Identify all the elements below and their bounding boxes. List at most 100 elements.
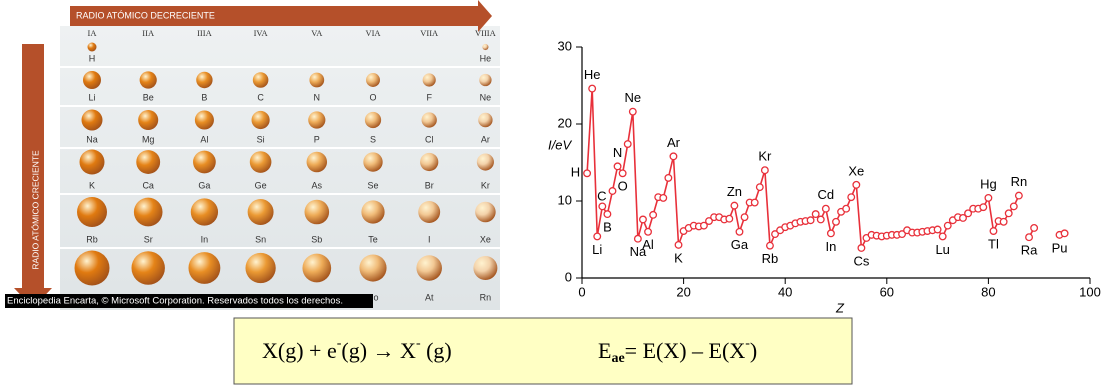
- point-annotation: He: [584, 67, 601, 82]
- atom-sphere: [193, 151, 216, 174]
- data-point: [731, 202, 738, 209]
- data-point: [1026, 234, 1033, 241]
- data-point: [665, 175, 672, 182]
- element-symbol: H: [89, 53, 96, 63]
- element-symbol: Rb: [86, 234, 98, 244]
- data-point: [640, 216, 647, 223]
- data-point: [619, 170, 626, 177]
- atom-sphere: [473, 256, 497, 280]
- element-symbol: At: [425, 292, 434, 302]
- data-point: [660, 195, 667, 202]
- element-symbol: F: [426, 92, 432, 102]
- credit: Enciclopedia Encarta, © Microsoft Corpor…: [7, 296, 343, 307]
- atom-sphere: [196, 72, 212, 88]
- data-point: [584, 170, 591, 177]
- data-point: [1061, 230, 1068, 237]
- point-annotation: In: [825, 239, 836, 254]
- atom-sphere: [416, 255, 442, 281]
- atom-sphere: [422, 112, 437, 127]
- element-symbol: C: [257, 92, 264, 102]
- point-annotation: Al: [642, 237, 654, 252]
- point-annotation: H: [571, 165, 580, 180]
- atom-sphere: [479, 74, 491, 86]
- data-point: [985, 195, 992, 202]
- atom-sphere: [252, 111, 270, 129]
- element-symbol: P: [314, 134, 320, 144]
- group-label: VIIIA: [475, 28, 497, 38]
- element-symbol: In: [201, 234, 209, 244]
- point-annotation: Hg: [980, 176, 997, 191]
- element-symbol: Sn: [255, 234, 266, 244]
- element-symbol: K: [89, 180, 95, 190]
- data-point: [670, 153, 677, 160]
- data-point: [848, 194, 855, 201]
- element-symbol: I: [428, 234, 431, 244]
- equation-reaction: X(g) + e-​(g) → X-​ (g): [262, 336, 452, 363]
- atom-sphere: [188, 252, 220, 284]
- point-annotation: O: [618, 179, 628, 194]
- data-point: [990, 228, 997, 235]
- data-point: [817, 216, 824, 223]
- atom-sphere: [195, 110, 214, 129]
- data-point: [1031, 225, 1038, 232]
- atom-sphere: [83, 71, 101, 89]
- data-point: [833, 218, 840, 225]
- x-tick-label: 20: [676, 284, 690, 299]
- equation-part: ): [750, 338, 757, 363]
- y-axis-label: I/eV: [548, 137, 572, 152]
- element-symbol: Mg: [142, 134, 155, 144]
- element-symbol: Cl: [425, 134, 434, 144]
- data-point: [635, 235, 642, 242]
- point-annotation: Ga: [731, 237, 749, 252]
- data-point: [843, 205, 850, 212]
- point-annotation: Li: [592, 242, 602, 257]
- element-symbol: Xe: [480, 234, 491, 244]
- point-annotation: Zn: [727, 184, 742, 199]
- data-point: [594, 233, 601, 240]
- atom-sphere: [365, 112, 381, 128]
- atom-sphere: [423, 73, 436, 86]
- data-point: [589, 85, 596, 92]
- element-symbol: Br: [425, 180, 434, 190]
- atom-sphere: [418, 201, 440, 223]
- point-annotation: Kr: [758, 149, 772, 164]
- atom-sphere: [420, 153, 438, 171]
- data-point: [939, 233, 946, 240]
- element-symbol: N: [314, 92, 321, 102]
- element-symbol: Sb: [311, 234, 322, 244]
- data-point: [757, 184, 764, 191]
- y-tick-label: 0: [565, 269, 572, 284]
- atom-sphere: [361, 200, 384, 223]
- point-annotation: Ne: [624, 90, 641, 105]
- element-symbol: S: [370, 134, 376, 144]
- data-point: [762, 167, 769, 174]
- atom-sphere: [478, 113, 492, 127]
- element-symbol: Ar: [481, 134, 490, 144]
- point-annotation: Cd: [818, 187, 835, 202]
- element-symbol: Sr: [144, 234, 153, 244]
- data-point: [767, 242, 774, 249]
- equation-part: (g) → X: [341, 338, 416, 363]
- data-point: [828, 230, 835, 237]
- atom-sphere: [305, 200, 330, 225]
- atom-sphere: [477, 153, 494, 170]
- x-tick-label: 60: [880, 284, 894, 299]
- x-tick-label: 40: [778, 284, 792, 299]
- point-annotation: Lu: [935, 242, 949, 257]
- atom-sphere: [250, 151, 272, 173]
- data-point: [599, 203, 606, 210]
- point-annotation: C: [597, 188, 606, 203]
- element-symbol: Ne: [480, 92, 492, 102]
- data-point: [726, 215, 733, 222]
- element-symbol: Se: [367, 180, 378, 190]
- point-annotation: N: [613, 145, 622, 160]
- atom-sphere: [75, 251, 110, 286]
- atom-sphere: [308, 111, 325, 128]
- atom-sphere: [253, 72, 269, 88]
- atom-sphere: [82, 110, 103, 131]
- point-annotation: Rn: [1011, 174, 1028, 189]
- data-point: [823, 205, 830, 212]
- atom-sphere: [77, 197, 107, 227]
- point-annotation: Rb: [762, 251, 779, 266]
- x-axis-label: Z: [835, 300, 845, 315]
